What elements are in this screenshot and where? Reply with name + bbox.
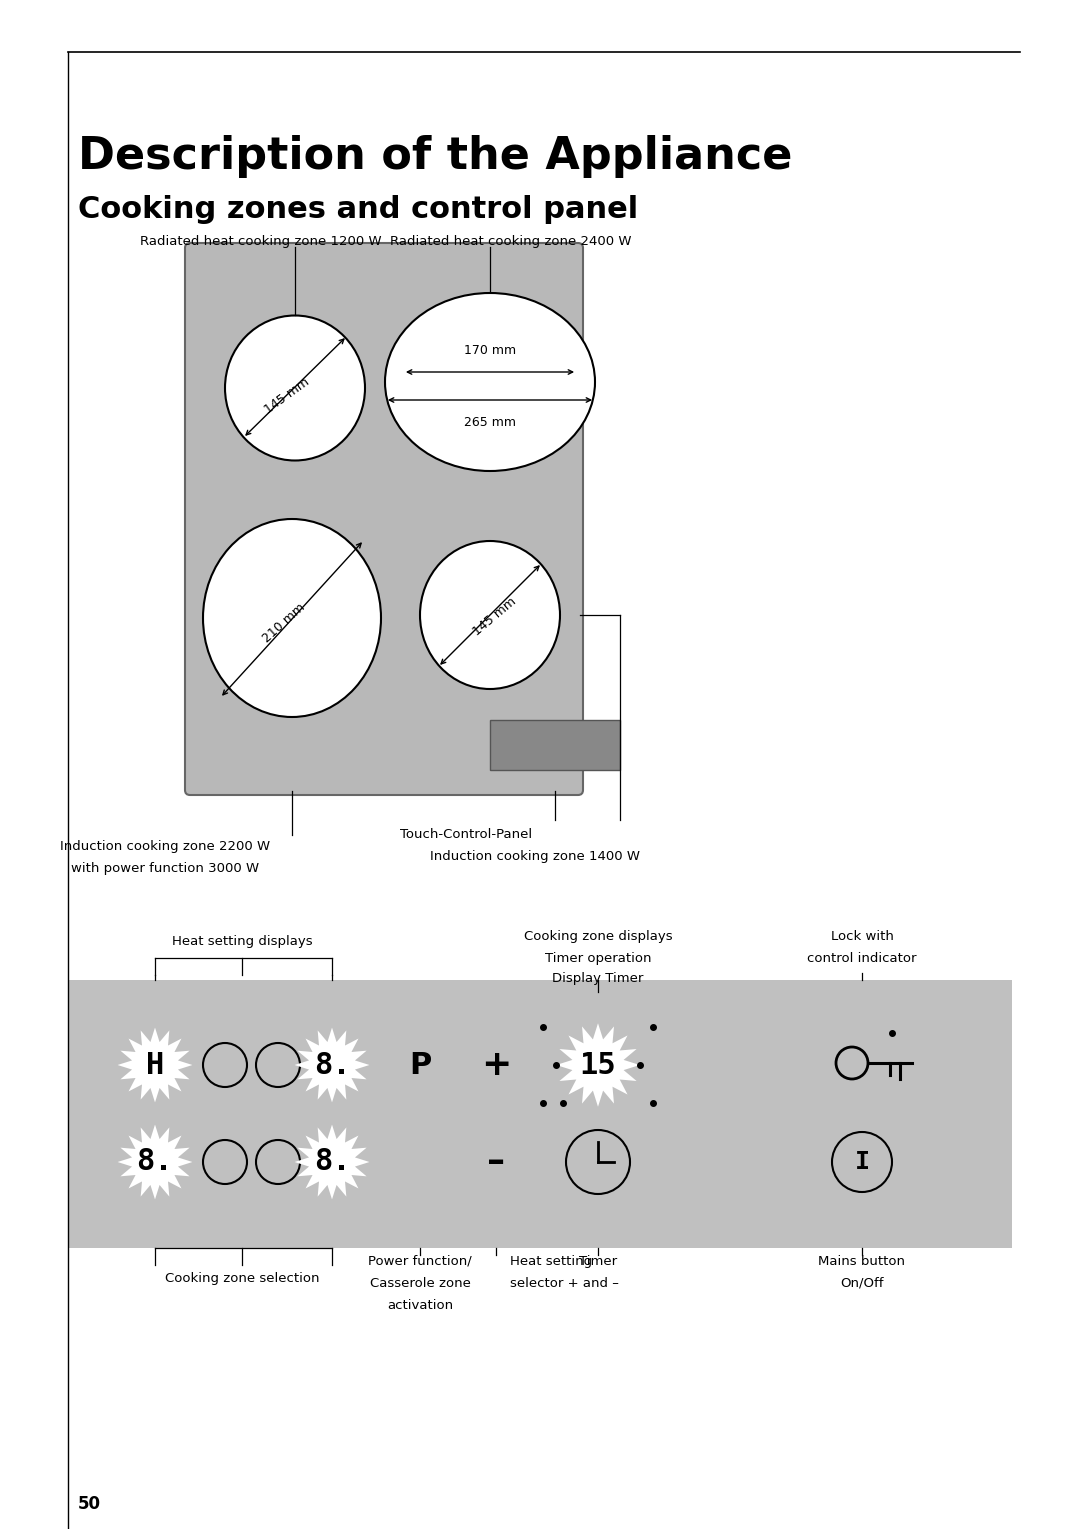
Text: Induction cooking zone 1400 W: Induction cooking zone 1400 W (430, 850, 640, 862)
Text: with power function 3000 W: with power function 3000 W (71, 862, 259, 875)
Text: Display Timer: Display Timer (552, 972, 644, 985)
Text: 8.: 8. (137, 1147, 174, 1176)
Text: 8.: 8. (313, 1147, 350, 1176)
PathPatch shape (295, 1027, 369, 1102)
Circle shape (203, 1043, 247, 1087)
Text: 145 mm: 145 mm (262, 376, 312, 416)
Text: Mains button: Mains button (819, 1255, 905, 1268)
Text: I: I (854, 1150, 869, 1174)
Text: Timer operation: Timer operation (544, 953, 651, 965)
Text: +: + (481, 1047, 511, 1083)
Text: Lock with: Lock with (831, 930, 893, 943)
PathPatch shape (295, 1124, 369, 1199)
Text: Heat setting: Heat setting (510, 1255, 592, 1268)
Text: 170 mm: 170 mm (464, 344, 516, 356)
Circle shape (256, 1043, 300, 1087)
Text: Description of the Appliance: Description of the Appliance (78, 135, 793, 177)
Text: Cooking zones and control panel: Cooking zones and control panel (78, 196, 638, 225)
Circle shape (566, 1130, 630, 1194)
Text: 145 mm: 145 mm (471, 595, 519, 639)
Text: Radiated heat cooking zone 2400 W: Radiated heat cooking zone 2400 W (390, 235, 632, 248)
PathPatch shape (556, 1023, 639, 1107)
Text: Induction cooking zone 2200 W: Induction cooking zone 2200 W (59, 839, 270, 853)
Text: selector + and –: selector + and – (510, 1277, 619, 1290)
Text: 50: 50 (78, 1495, 102, 1514)
Text: 210 mm: 210 mm (260, 601, 308, 645)
Text: P: P (409, 1050, 431, 1079)
Text: Touch-Control-Panel: Touch-Control-Panel (400, 829, 532, 841)
Text: On/Off: On/Off (840, 1277, 883, 1290)
Bar (490, 720, 620, 771)
Ellipse shape (384, 294, 595, 471)
FancyBboxPatch shape (185, 243, 583, 795)
Ellipse shape (203, 518, 381, 717)
Text: Power function/: Power function/ (368, 1255, 472, 1268)
Text: 8.: 8. (313, 1050, 350, 1079)
Text: activation: activation (387, 1300, 454, 1312)
Text: Radiated heat cooking zone 1200 W: Radiated heat cooking zone 1200 W (140, 235, 381, 248)
Circle shape (256, 1141, 300, 1183)
Bar (68, 980, 1012, 1248)
Text: Timer: Timer (579, 1255, 617, 1268)
Text: 265 mm: 265 mm (464, 416, 516, 428)
Ellipse shape (225, 315, 365, 460)
PathPatch shape (118, 1124, 192, 1199)
Text: Casserole zone: Casserole zone (369, 1277, 471, 1290)
Text: Cooking zone displays: Cooking zone displays (524, 930, 673, 943)
Text: 15: 15 (580, 1050, 617, 1079)
Circle shape (832, 1131, 892, 1193)
Text: Cooking zone selection: Cooking zone selection (165, 1272, 320, 1284)
Text: –: – (487, 1145, 505, 1179)
Ellipse shape (420, 541, 561, 690)
PathPatch shape (118, 1027, 192, 1102)
Circle shape (203, 1141, 247, 1183)
Text: control indicator: control indicator (807, 953, 917, 965)
Text: Heat setting displays: Heat setting displays (172, 936, 312, 948)
Text: H: H (146, 1050, 164, 1079)
